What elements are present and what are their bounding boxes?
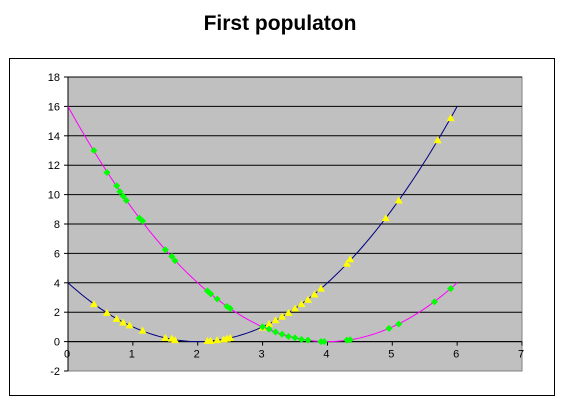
diamond-point-18 bbox=[272, 328, 280, 336]
triangle-point-10 bbox=[206, 336, 215, 344]
triangle-point-28 bbox=[394, 196, 403, 204]
diamond-point-22 bbox=[297, 335, 305, 343]
diamond-point-20 bbox=[285, 332, 293, 340]
y-tick-label-18: 18 bbox=[48, 72, 60, 84]
triangle-point-5 bbox=[138, 326, 147, 334]
diamond-point-7 bbox=[139, 217, 147, 225]
diamond-point-11 bbox=[203, 287, 211, 295]
diamond-point-3 bbox=[116, 188, 124, 196]
triangle-point-26 bbox=[346, 255, 355, 263]
triangle-point-17 bbox=[271, 316, 280, 324]
triangle-point-19 bbox=[284, 308, 293, 316]
diamond-point-30 bbox=[430, 298, 438, 306]
diamond-point-15 bbox=[226, 305, 234, 313]
diamond-point-2 bbox=[113, 182, 121, 190]
y-tick-label-6: 6 bbox=[54, 248, 60, 260]
diamond-point-8 bbox=[161, 246, 169, 254]
diamond-point-10 bbox=[171, 257, 179, 265]
triangle-point-25 bbox=[342, 259, 351, 267]
x-tick-label-3: 3 bbox=[259, 349, 265, 361]
chart-title: First populaton bbox=[203, 12, 357, 35]
x-tick-label-2: 2 bbox=[194, 349, 200, 361]
data-points bbox=[89, 114, 455, 346]
y-tick-label--2: -2 bbox=[50, 366, 60, 378]
diamond-point-4 bbox=[119, 192, 127, 200]
triangle-point-18 bbox=[278, 312, 287, 320]
diamond-point-21 bbox=[291, 334, 299, 342]
triangle-point-14 bbox=[226, 333, 235, 341]
y-tick-label-16: 16 bbox=[48, 101, 60, 113]
diamond-point-0 bbox=[90, 147, 98, 154]
triangle-point-1 bbox=[102, 308, 111, 316]
x-tick-label-7: 7 bbox=[518, 349, 524, 361]
x-tick-label-1: 1 bbox=[129, 349, 135, 361]
triangle-point-24 bbox=[316, 284, 325, 292]
diamond-point-27 bbox=[346, 336, 354, 344]
y-tick-label-4: 4 bbox=[54, 278, 60, 290]
chart-frame: -2 0 2 4 6 8 10 12 14 16 18 0 1 2 3 4 5 6 7 bbox=[9, 58, 555, 396]
triangle-point-2 bbox=[112, 314, 121, 322]
diamond-point-28 bbox=[385, 324, 393, 332]
x-tick-label-6: 6 bbox=[453, 349, 459, 361]
y-tick-label-14: 14 bbox=[48, 131, 60, 143]
diamond-point-12 bbox=[207, 290, 215, 298]
diamond-point-17 bbox=[265, 325, 273, 333]
y-tick-label-10: 10 bbox=[48, 190, 60, 202]
triangle-point-23 bbox=[310, 290, 319, 298]
triangle-point-8 bbox=[171, 336, 180, 344]
x-tick-label-5: 5 bbox=[388, 349, 394, 361]
y-tick-label-8: 8 bbox=[54, 219, 60, 231]
diamond-point-5 bbox=[122, 196, 130, 204]
y-tick-label-12: 12 bbox=[48, 160, 60, 172]
diamond-point-31 bbox=[447, 285, 455, 293]
triangle-point-4 bbox=[125, 321, 134, 329]
x-tick-label-0: 0 bbox=[64, 349, 70, 361]
diamond-point-9 bbox=[168, 252, 176, 260]
diamond-point-16 bbox=[259, 323, 267, 331]
triangle-point-6 bbox=[161, 333, 170, 341]
diamond-point-25 bbox=[320, 338, 328, 346]
triangle-point-3 bbox=[119, 318, 128, 326]
diamond-point-13 bbox=[213, 295, 221, 303]
diamond-point-19 bbox=[278, 330, 286, 338]
x-tick-label-4: 4 bbox=[323, 349, 329, 361]
triangle-point-11 bbox=[213, 336, 222, 344]
diamond-point-23 bbox=[304, 336, 312, 344]
diamond-point-29 bbox=[395, 320, 403, 328]
triangle-point-20 bbox=[291, 304, 299, 312]
triangle-point-0 bbox=[89, 300, 98, 308]
y-tick-label-2: 2 bbox=[54, 307, 60, 319]
triangle-point-30 bbox=[446, 114, 455, 122]
diamond-point-1 bbox=[103, 169, 111, 177]
axes bbox=[64, 76, 523, 372]
triangle-point-27 bbox=[381, 214, 390, 222]
triangle-point-22 bbox=[303, 295, 312, 303]
y-tick-label-0: 0 bbox=[54, 337, 60, 349]
triangle-point-21 bbox=[297, 300, 306, 308]
triangle-point-29 bbox=[433, 136, 442, 144]
triangle-point-16 bbox=[265, 319, 274, 327]
